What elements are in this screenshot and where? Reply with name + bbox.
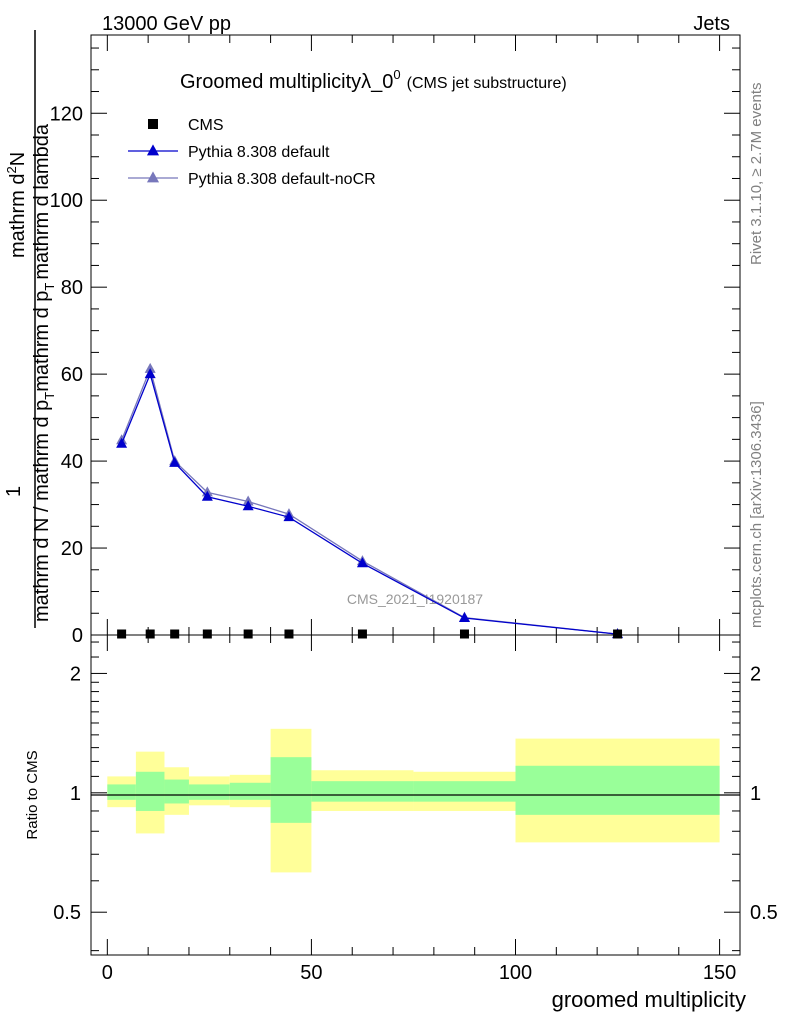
ylabel-denominator-sub2: T xyxy=(42,283,57,291)
ratio-ylabel: Ratio to CMS xyxy=(24,750,41,839)
ratio-ytick-label-right: 2 xyxy=(750,663,761,685)
main-ytick-label: 40 xyxy=(61,451,83,473)
ratio-band-stat xyxy=(311,781,414,802)
ratio-axes: 0.5 0.5 1 1 2 2 0 50 100 150 xyxy=(53,635,778,984)
data-point-cms xyxy=(284,629,294,639)
ylabel-one: 1 xyxy=(3,486,25,497)
legend-label: Pythia 8.308 default xyxy=(188,144,330,161)
analysis-watermark: CMS_2021_I1920187 xyxy=(347,591,483,607)
ratio-band-stat xyxy=(515,765,720,815)
legend-marker xyxy=(146,144,160,156)
rivet-label: Rivet 3.1.10, ≥ 2.7M events xyxy=(748,83,765,266)
mcplots-label: mcplots.cern.ch [arXiv:1306.3436] xyxy=(748,401,765,628)
ylabel-numerator: mathrm d xyxy=(7,174,29,258)
data-point-cms xyxy=(117,629,127,639)
x-tick-label: 50 xyxy=(300,962,322,984)
ratio-band-stat xyxy=(188,784,230,800)
data-point-cms xyxy=(202,629,212,639)
main-ylabel: mathrm d2N 1 mathrm d N / mathrm d pTmat… xyxy=(3,30,57,628)
legend-marker xyxy=(146,171,160,183)
main-ytick-label: 60 xyxy=(61,364,83,386)
series-point xyxy=(458,612,470,623)
ratio-ytick-label: 2 xyxy=(70,663,81,685)
main-ytick-label: 20 xyxy=(61,538,83,560)
chart-title-main: Groomed multiplicityλ_0 xyxy=(180,71,393,93)
main-ytick-label: 120 xyxy=(50,103,83,125)
ylabel-denominator-sub: T xyxy=(42,392,57,400)
series-point xyxy=(144,368,156,379)
data-point-cms xyxy=(243,629,253,639)
series-point xyxy=(283,511,295,522)
ratio-band-stat xyxy=(270,757,312,823)
series-point xyxy=(201,490,213,501)
data-point-cms xyxy=(459,629,469,639)
legend: CMS Pythia 8.308 default Pythia 8.308 defa… xyxy=(128,117,376,188)
main-ytick-label: 0 xyxy=(72,625,83,647)
ratio-band-stat xyxy=(107,784,136,800)
legend-label: CMS xyxy=(188,117,224,134)
series-point xyxy=(242,500,254,511)
series-point xyxy=(169,456,181,467)
main-series xyxy=(116,362,624,639)
ylabel-numerator-sup: 2 xyxy=(4,166,19,173)
legend-label: Pythia 8.308 default-noCR xyxy=(188,171,376,188)
series-point xyxy=(116,437,128,448)
main-ytick-label: 80 xyxy=(61,277,83,299)
ratio-band-stat xyxy=(164,779,189,804)
ratio-band-stat xyxy=(135,771,165,811)
ratio-bands xyxy=(107,728,720,873)
chart-title-suffix: (CMS jet substructure) xyxy=(407,75,567,92)
x-axis-label: groomed multiplicity xyxy=(552,987,746,1012)
series-point xyxy=(144,362,156,373)
ratio-band-stat xyxy=(229,782,271,800)
svg-text:mathrm d2N: mathrm d2N xyxy=(4,152,29,258)
ratio-ytick-label: 1 xyxy=(70,783,81,805)
main-ytick-label: 100 xyxy=(50,190,83,212)
ylabel-denominator-mid: mathrm d p xyxy=(31,291,53,392)
ylabel-numerator-end: N xyxy=(7,152,29,166)
svg-text:mathrm d N / mathrm d pTmathrm: mathrm d N / mathrm d pTmathrm d pTmathr… xyxy=(31,123,57,622)
ylabel-denominator-end: mathrm d lambda xyxy=(31,123,53,279)
x-tick-label: 100 xyxy=(499,962,532,984)
category-label: Jets xyxy=(693,13,730,35)
ratio-ytick-label-right: 1 xyxy=(750,783,761,805)
x-tick-label: 0 xyxy=(102,962,113,984)
ratio-band-stat xyxy=(413,781,516,802)
legend-marker xyxy=(148,119,158,129)
ratio-ytick-label-right: 0.5 xyxy=(750,902,778,924)
data-point-cms xyxy=(613,629,623,639)
data-point-cms xyxy=(145,629,155,639)
series-point xyxy=(356,557,368,568)
chart-title-sup: 0 xyxy=(393,67,400,82)
energy-label: 13000 GeV pp xyxy=(102,13,231,35)
ratio-ytick-label: 0.5 xyxy=(53,902,81,924)
x-tick-label: 150 xyxy=(703,962,736,984)
chart-title: Groomed multiplicityλ_00 (CMS jet substru… xyxy=(180,67,567,93)
data-point-cms xyxy=(357,629,367,639)
data-point-cms xyxy=(170,629,180,639)
ylabel-denominator: mathrm d N / mathrm d p xyxy=(31,400,53,622)
